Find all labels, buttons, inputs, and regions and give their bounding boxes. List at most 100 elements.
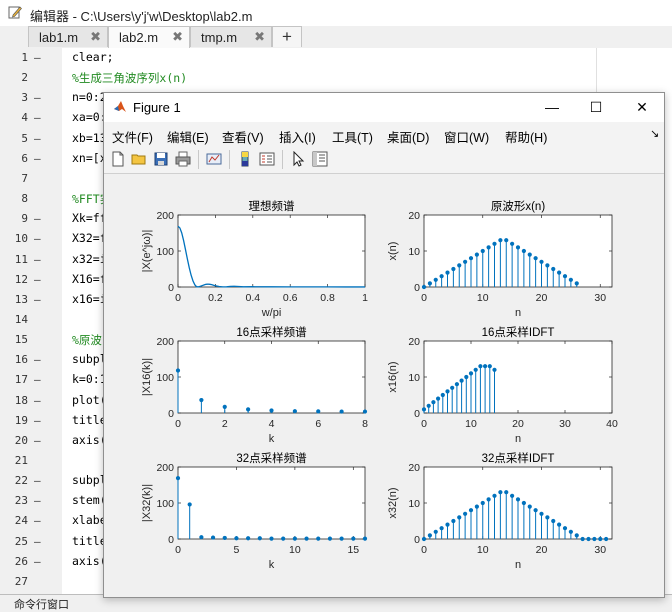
- breakpoint-marker[interactable]: —: [34, 413, 41, 427]
- stem-marker: [487, 364, 492, 369]
- close-button[interactable]: ✕: [636, 99, 648, 115]
- breakpoint-marker[interactable]: —: [34, 433, 41, 447]
- maximize-button[interactable]: ☐: [589, 99, 603, 115]
- save-icon[interactable]: [153, 151, 169, 167]
- breakpoint-marker[interactable]: —: [34, 131, 41, 145]
- stem-marker: [527, 504, 532, 509]
- line-number: 18: [14, 393, 28, 407]
- breakpoint-marker[interactable]: —: [34, 111, 41, 125]
- code-line[interactable]: axis(: [72, 432, 107, 447]
- code-line[interactable]: Xk=ff: [72, 211, 107, 226]
- code-line[interactable]: title: [72, 533, 107, 548]
- y-axis-label: |X(e^jω)|: [141, 230, 153, 273]
- breakpoint-marker[interactable]: —: [34, 554, 41, 568]
- line-number: 23: [14, 494, 28, 508]
- code-line[interactable]: xn=[x: [72, 150, 107, 165]
- breakpoint-marker[interactable]: —: [34, 494, 41, 508]
- link-plot-icon[interactable]: [206, 151, 222, 167]
- menu-file[interactable]: 文件(F): [112, 131, 153, 145]
- tab-label: lab2.m: [119, 30, 159, 45]
- x-tick-label: 0.8: [320, 292, 335, 304]
- minimize-button[interactable]: —: [545, 99, 559, 115]
- tab-lab2[interactable]: lab2.m ✖: [108, 26, 190, 48]
- code-line[interactable]: x32=i: [72, 251, 107, 266]
- breakpoint-marker[interactable]: —: [34, 393, 41, 407]
- code-line[interactable]: k=0:1: [72, 372, 107, 387]
- code-line[interactable]: subpl: [72, 473, 107, 488]
- breakpoint-marker[interactable]: —: [34, 51, 41, 64]
- code-line[interactable]: plot(: [72, 392, 107, 407]
- menu-view[interactable]: 查看(V): [222, 131, 264, 145]
- breakpoint-marker[interactable]: —: [34, 292, 41, 306]
- menu-insert[interactable]: 插入(I): [279, 131, 316, 145]
- close-tab-icon[interactable]: ✖: [254, 29, 265, 44]
- breakpoint-marker[interactable]: —: [34, 353, 41, 367]
- code-line[interactable]: axis(: [72, 553, 107, 568]
- chart-title: 32点采样IDFT: [482, 451, 555, 465]
- code-comment[interactable]: %FFT实: [72, 192, 112, 207]
- new-file-icon[interactable]: [110, 151, 126, 167]
- close-tab-icon[interactable]: ✖: [90, 29, 101, 44]
- code-line[interactable]: xlabe: [72, 513, 107, 528]
- figure-window: Figure 1 — ☐ ✕ 文件(F) 编辑(E) 查看(V) 插入(I) 工…: [103, 92, 665, 598]
- breakpoint-marker[interactable]: —: [34, 474, 41, 488]
- code-line[interactable]: x16=i: [72, 291, 107, 306]
- code-line[interactable]: clear;: [72, 50, 114, 64]
- stem-marker: [362, 409, 368, 414]
- stem-marker: [269, 408, 274, 413]
- property-editor-icon[interactable]: [312, 151, 328, 167]
- select-arrow-icon[interactable]: [290, 151, 306, 167]
- toolbar-separator: [229, 150, 230, 169]
- open-folder-icon[interactable]: [131, 151, 147, 167]
- figure-title-bar[interactable]: Figure 1 — ☐ ✕: [104, 93, 664, 122]
- stem-marker: [439, 526, 444, 531]
- stem-marker: [440, 392, 445, 398]
- toolbar-separator: [198, 150, 199, 169]
- print-icon[interactable]: [175, 151, 191, 167]
- code-line[interactable]: subpl: [72, 352, 107, 367]
- add-tab-button[interactable]: +: [272, 26, 302, 47]
- tab-lab1[interactable]: lab1.m ✖: [28, 26, 108, 47]
- breakpoint-marker[interactable]: —: [34, 252, 41, 266]
- code-line[interactable]: xb=13: [72, 130, 107, 145]
- line-number: 15: [14, 333, 28, 347]
- code-line[interactable]: X32=f: [72, 231, 107, 246]
- figure-title: Figure 1: [133, 100, 181, 115]
- breakpoint-marker[interactable]: —: [34, 232, 41, 246]
- breakpoint-marker[interactable]: —: [34, 151, 41, 165]
- x-tick-label: 2: [222, 418, 228, 430]
- code-comment[interactable]: %生成三角波序列x(n): [72, 71, 188, 86]
- code-line[interactable]: xa=0:: [72, 110, 107, 125]
- colorbar-icon[interactable]: [237, 151, 253, 167]
- dock-arrow-icon[interactable]: ↘: [650, 128, 660, 140]
- stem-marker: [427, 281, 432, 286]
- menu-edit[interactable]: 编辑(E): [167, 131, 209, 145]
- stem-marker: [451, 266, 456, 272]
- x-tick-label: 30: [594, 544, 606, 556]
- breakpoint-marker[interactable]: —: [34, 91, 41, 105]
- code-line[interactable]: n=0:2: [72, 90, 107, 105]
- stem-marker: [327, 536, 333, 541]
- menu-help[interactable]: 帮助(H): [505, 131, 548, 145]
- code-line[interactable]: title: [72, 412, 107, 427]
- stem-marker: [492, 241, 497, 246]
- breakpoint-marker[interactable]: —: [34, 514, 41, 528]
- breakpoint-marker[interactable]: —: [34, 272, 41, 286]
- stem-marker: [199, 397, 204, 403]
- tab-tmp[interactable]: tmp.m ✖: [190, 26, 272, 47]
- breakpoint-marker[interactable]: —: [34, 534, 41, 548]
- menu-tools[interactable]: 工具(T): [332, 131, 373, 145]
- menu-window[interactable]: 窗口(W): [444, 131, 490, 145]
- code-line[interactable]: X16=f: [72, 271, 107, 286]
- stem-marker: [468, 371, 474, 376]
- line-number: 21: [14, 454, 28, 467]
- menu-desktop[interactable]: 桌面(D): [387, 131, 430, 145]
- breakpoint-marker[interactable]: —: [34, 212, 41, 226]
- close-tab-icon[interactable]: ✖: [172, 29, 183, 44]
- code-line[interactable]: stem(: [72, 493, 107, 508]
- breakpoint-marker[interactable]: —: [34, 373, 41, 387]
- legend-icon[interactable]: [259, 151, 275, 167]
- x-tick-label: 0: [175, 544, 181, 556]
- code-comment[interactable]: %原波: [72, 333, 102, 348]
- x-axis-label: n: [515, 559, 521, 571]
